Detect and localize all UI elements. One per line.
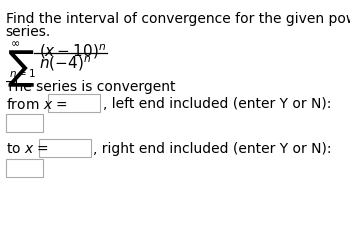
Text: $n(-4)^n$: $n(-4)^n$ bbox=[39, 54, 91, 73]
Text: from $x$ =: from $x$ = bbox=[6, 97, 68, 112]
Text: $\sum$: $\sum$ bbox=[7, 49, 35, 89]
FancyBboxPatch shape bbox=[6, 114, 43, 132]
Text: $\infty$: $\infty$ bbox=[10, 38, 20, 48]
Text: $(x-10)^n$: $(x-10)^n$ bbox=[39, 42, 106, 61]
Text: series.: series. bbox=[6, 25, 51, 39]
Text: to $x$ =: to $x$ = bbox=[6, 142, 49, 156]
Text: , right end included (enter Y or N):: , right end included (enter Y or N): bbox=[93, 142, 332, 156]
Text: Find the interval of convergence for the given power: Find the interval of convergence for the… bbox=[6, 12, 350, 26]
Text: The series is convergent: The series is convergent bbox=[6, 80, 175, 94]
FancyBboxPatch shape bbox=[39, 139, 91, 157]
FancyBboxPatch shape bbox=[6, 159, 43, 177]
Text: , left end included (enter Y or N):: , left end included (enter Y or N): bbox=[103, 97, 331, 111]
Text: $n=1$: $n=1$ bbox=[8, 67, 35, 79]
FancyBboxPatch shape bbox=[49, 94, 100, 112]
